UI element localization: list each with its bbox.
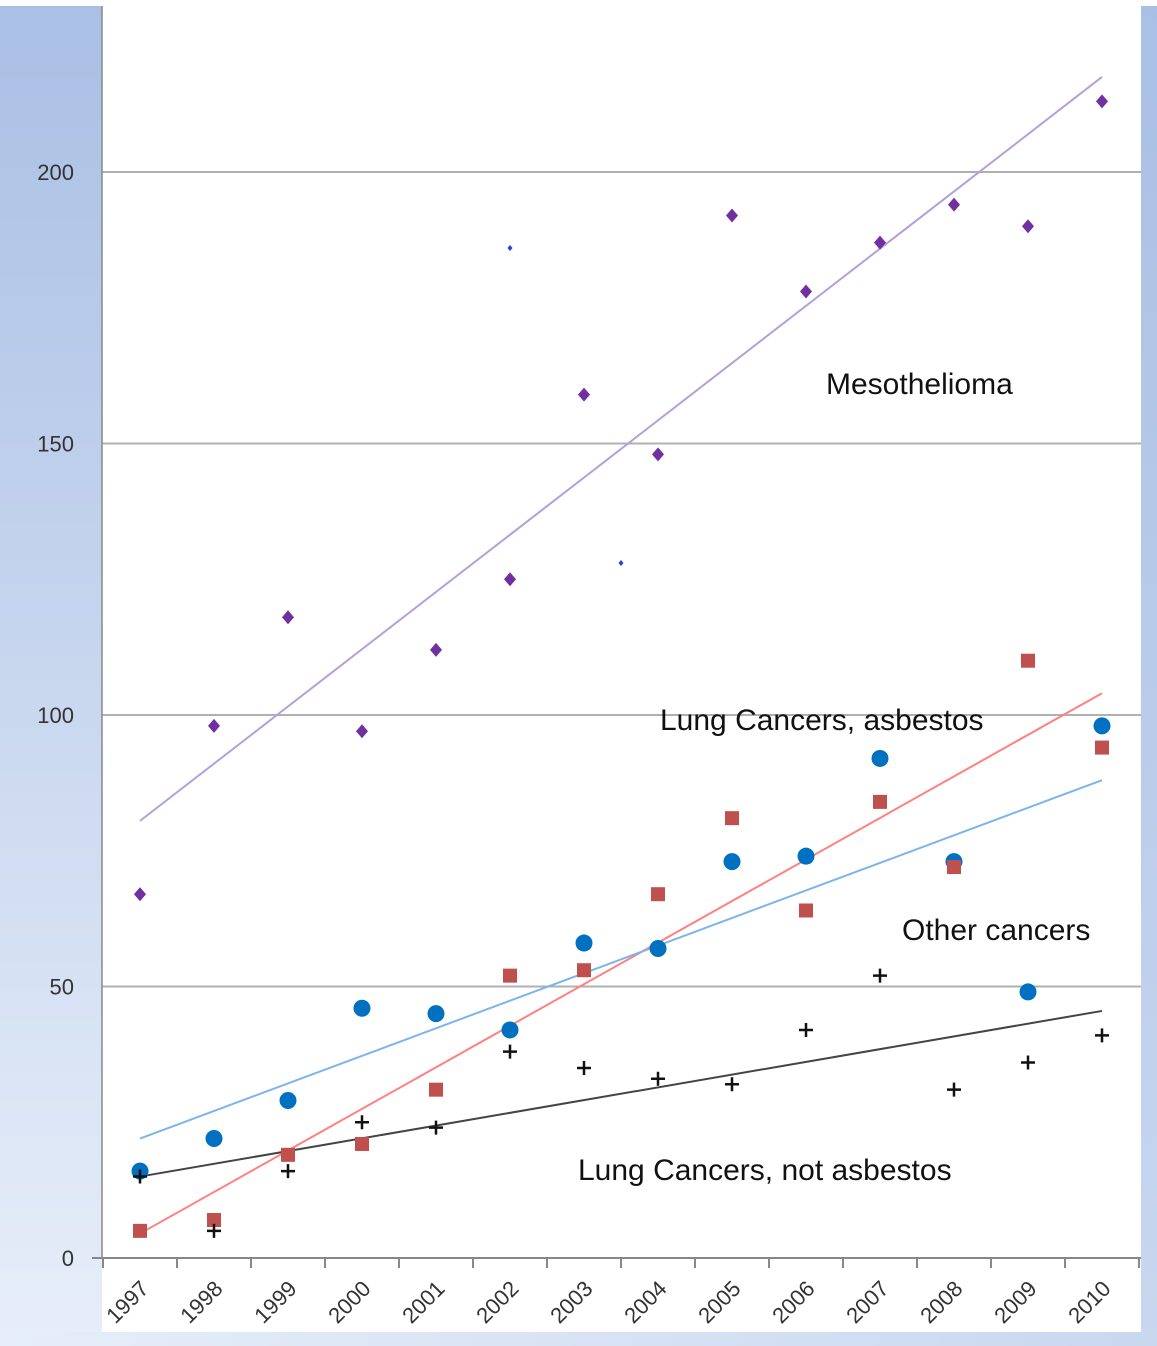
lung-not-asbestos-trend-line bbox=[139, 1009, 1103, 1178]
lung-not-asbestos-point bbox=[207, 1223, 221, 1238]
mesothelioma-point bbox=[430, 642, 442, 657]
lung-asbestos-point bbox=[725, 811, 739, 826]
chart-frame-right bbox=[1141, 0, 1157, 1346]
chart-frame-bottom bbox=[0, 1332, 1157, 1346]
mesothelioma-point bbox=[134, 887, 146, 902]
plot-area bbox=[102, 6, 1141, 1332]
y-tick-label: 100 bbox=[37, 703, 74, 728]
lung-not-asbestos-point bbox=[577, 1060, 591, 1075]
y-tick-label: 200 bbox=[37, 160, 74, 185]
chart-frame-left bbox=[0, 0, 102, 1346]
mesothelioma-point bbox=[282, 610, 294, 625]
lung-asbestos-point bbox=[281, 1147, 295, 1162]
lung-asbestos-trend-line bbox=[139, 692, 1103, 1235]
chart-frame-top bbox=[0, 0, 1157, 6]
lung-not-asbestos-point bbox=[651, 1071, 665, 1086]
y-axis-ticks: 0 50 100 150 200 bbox=[37, 160, 74, 1271]
trend-lines bbox=[139, 76, 1103, 1235]
lung-asbestos-point bbox=[873, 794, 887, 809]
mesothelioma-point bbox=[652, 447, 664, 462]
annotation-mesothelioma: Mesothelioma bbox=[826, 368, 1013, 401]
gridlines bbox=[102, 171, 1141, 988]
other-cancers-point bbox=[575, 934, 593, 952]
annotation-other-cancers: Other cancers bbox=[902, 914, 1090, 947]
lung-asbestos-point bbox=[651, 887, 665, 902]
lung-not-asbestos-point bbox=[355, 1115, 369, 1130]
lung-asbestos-point bbox=[577, 963, 591, 978]
annotations: Mesothelioma Lung Cancers, asbestos Othe… bbox=[578, 368, 1090, 1187]
lung-not-asbestos-point bbox=[1095, 1028, 1109, 1043]
annotation-lung-cancers-not-asbestos: Lung Cancers, not asbestos bbox=[578, 1154, 952, 1187]
lung-asbestos-point bbox=[503, 968, 517, 983]
other-cancers-point bbox=[353, 999, 371, 1017]
lung-asbestos-point bbox=[1095, 740, 1109, 755]
mesothelioma-trend-line bbox=[139, 76, 1103, 822]
lung-asbestos-point bbox=[1021, 653, 1035, 668]
mesothelioma-point bbox=[356, 724, 368, 739]
y-tick-label: 150 bbox=[37, 432, 74, 457]
other-cancers-point bbox=[427, 1005, 445, 1023]
mesothelioma-point bbox=[1022, 219, 1034, 234]
axes bbox=[92, 6, 1141, 1268]
y-tick-label: 50 bbox=[50, 975, 74, 1000]
mesothelioma-point bbox=[578, 387, 590, 402]
other-cancers-point bbox=[1093, 717, 1111, 735]
other-cancers-point bbox=[871, 749, 889, 767]
lung-asbestos-point bbox=[355, 1136, 369, 1151]
mesothelioma-point bbox=[800, 284, 812, 299]
stray-point bbox=[507, 245, 513, 252]
mesothelioma-point bbox=[874, 235, 886, 250]
other-cancers-point bbox=[1019, 983, 1037, 1001]
data-points bbox=[131, 94, 1111, 1238]
other-cancers-point bbox=[723, 853, 741, 871]
lung-not-asbestos-point bbox=[503, 1044, 517, 1059]
annotation-lung-cancers-asbestos: Lung Cancers, asbestos bbox=[660, 704, 984, 737]
mesothelioma-point bbox=[726, 208, 738, 223]
mesothelioma-point bbox=[948, 197, 960, 212]
other-cancers-point bbox=[797, 847, 815, 865]
lung-not-asbestos-point bbox=[1021, 1055, 1035, 1070]
lung-asbestos-point bbox=[207, 1212, 221, 1227]
mesothelioma-point bbox=[1096, 94, 1108, 109]
lung-asbestos-point bbox=[133, 1223, 147, 1238]
other-cancers-point bbox=[501, 1021, 519, 1039]
lung-not-asbestos-point bbox=[281, 1164, 295, 1179]
stray-point bbox=[618, 559, 624, 566]
lung-not-asbestos-point bbox=[947, 1082, 961, 1097]
lung-asbestos-point bbox=[799, 903, 813, 918]
lung-not-asbestos-point bbox=[429, 1120, 443, 1135]
other-cancers-point bbox=[279, 1092, 297, 1110]
lung-not-asbestos-point bbox=[725, 1077, 739, 1092]
lung-not-asbestos-point bbox=[799, 1022, 813, 1037]
y-tick-label: 0 bbox=[62, 1246, 74, 1271]
lung-not-asbestos-point bbox=[133, 1169, 147, 1184]
other-cancers-trend-line bbox=[139, 779, 1103, 1140]
lung-asbestos-point bbox=[429, 1082, 443, 1097]
other-cancers-point bbox=[649, 939, 667, 957]
mesothelioma-point bbox=[504, 572, 516, 587]
mesothelioma-point bbox=[208, 718, 220, 733]
lung-asbestos-point bbox=[947, 860, 961, 875]
lung-not-asbestos-point bbox=[873, 968, 887, 983]
other-cancers-point bbox=[205, 1130, 223, 1148]
